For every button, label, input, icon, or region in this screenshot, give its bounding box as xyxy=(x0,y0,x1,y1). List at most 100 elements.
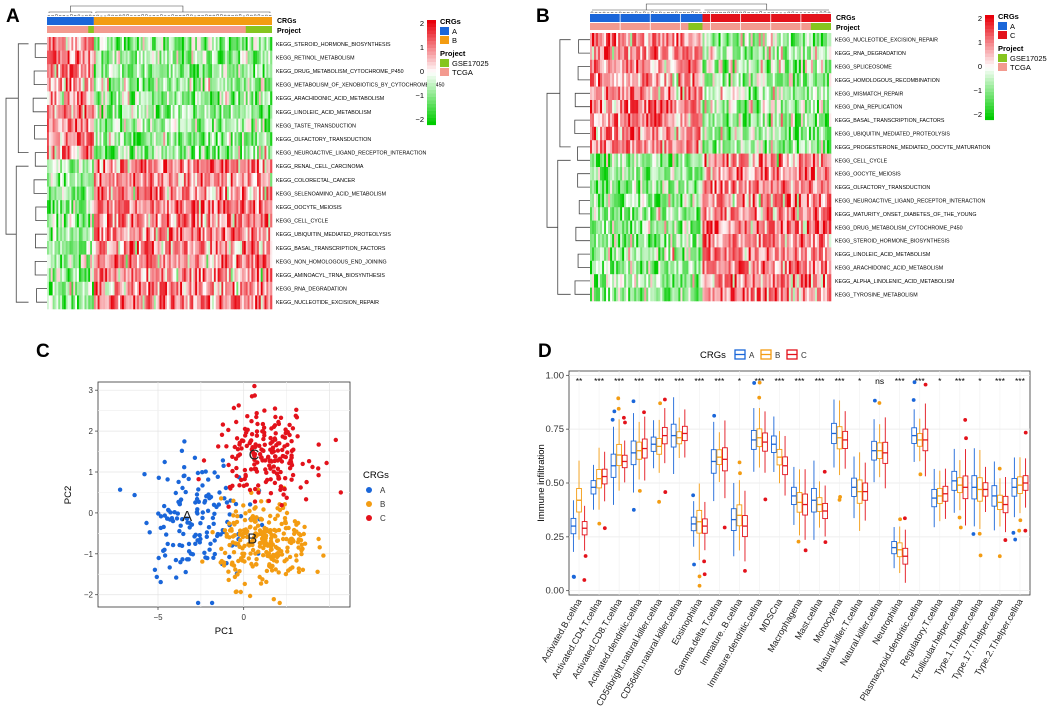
hmB-cell xyxy=(684,100,687,114)
hmB-cell xyxy=(604,59,607,74)
hmA-cell xyxy=(180,213,183,228)
hmB-cell xyxy=(734,153,737,168)
hmB-cell xyxy=(782,180,786,195)
hmB-cell xyxy=(810,274,814,288)
hmA-cell xyxy=(176,281,179,296)
hmB-cell xyxy=(606,140,609,154)
hmA-cell xyxy=(157,227,160,242)
hmB-col-dendro-link xyxy=(610,12,614,13)
hmB-cell xyxy=(748,113,751,128)
hmA-cell xyxy=(142,77,145,92)
hmB-cell xyxy=(720,193,723,208)
hmA-cell xyxy=(92,159,95,174)
hmB-cell xyxy=(772,193,776,208)
hmB-cell xyxy=(754,153,757,168)
hmA-cell xyxy=(206,227,209,242)
hmA-cell xyxy=(71,281,74,296)
hmB-cell xyxy=(636,220,639,235)
hmB-cell xyxy=(618,86,621,101)
hmA-cell xyxy=(204,77,207,92)
hmA-cell xyxy=(225,241,228,255)
hmB-cell xyxy=(752,167,755,181)
hmA-row-label: KEGG_NON_HOMOLOGOUS_END_JOINING xyxy=(276,259,387,265)
hmA-cell xyxy=(114,227,117,242)
hmA-cell xyxy=(206,64,209,79)
hmB-cell xyxy=(774,73,778,87)
hmA-cell xyxy=(163,77,166,92)
hmB-cell xyxy=(666,247,669,262)
hmA-cell xyxy=(268,200,271,215)
hmA-cell xyxy=(206,186,209,201)
hmB-cell xyxy=(822,207,826,221)
hmB-cell xyxy=(600,260,603,275)
hmB-cell xyxy=(634,33,637,47)
hmA-cell xyxy=(103,91,106,106)
hmB-cell xyxy=(742,46,745,61)
hmB-cell xyxy=(772,86,776,101)
hmB-cell xyxy=(704,180,707,195)
hmA-cell xyxy=(58,77,61,92)
hmA-cell xyxy=(167,91,170,106)
hmA-legend-scale-tick: −1 xyxy=(415,91,424,100)
hmB-cell xyxy=(702,33,705,47)
hmA-cell xyxy=(212,227,215,242)
hmA-cell xyxy=(168,118,172,133)
hmA-legend-scale-step xyxy=(427,65,436,70)
heatmap-a-row-labels: KEGG_STEROID_HORMONE_BIOSYNTHESISKEGG_RE… xyxy=(276,42,445,306)
hmA-cell xyxy=(103,145,106,160)
hmB-cell xyxy=(710,234,713,248)
hmA-cell xyxy=(155,50,158,65)
hmB-cell xyxy=(780,220,784,235)
hmB-cell xyxy=(814,46,818,61)
hmA-cell xyxy=(200,200,203,215)
hmA-cell xyxy=(178,268,181,283)
hmB-col-dendro-link xyxy=(719,11,722,13)
hmB-cell xyxy=(590,33,593,47)
hmB-cell xyxy=(650,73,653,87)
hmB-cell xyxy=(684,260,687,275)
hmA-cell xyxy=(142,118,145,133)
hmA-cell xyxy=(163,295,166,310)
hmA-cell xyxy=(217,159,220,174)
hmA-cell xyxy=(144,77,147,92)
hmA-cell xyxy=(178,200,181,215)
hmA-cell xyxy=(187,77,190,92)
hmB-cell xyxy=(740,140,743,154)
hmB-cell xyxy=(680,46,683,61)
hmB-cell xyxy=(596,153,599,168)
hmB-cell xyxy=(730,220,733,235)
hmA-cell xyxy=(60,132,63,147)
hmA-cell xyxy=(249,77,252,92)
hmB-cell xyxy=(704,207,707,221)
hmB-cell xyxy=(632,167,635,181)
hmA-cell xyxy=(268,91,271,106)
hmB-cell xyxy=(766,260,770,275)
hmA-cell xyxy=(82,132,85,147)
hmA-cell xyxy=(148,105,151,119)
hmA-cell xyxy=(172,173,175,187)
hmB-cell xyxy=(742,113,745,128)
hmA-cell xyxy=(84,145,87,160)
hmB-cell xyxy=(792,126,796,141)
hmA-cell xyxy=(50,91,53,106)
hmA-col-dendro-link xyxy=(265,14,268,16)
hmB-cell xyxy=(784,180,788,195)
hmB-cell xyxy=(618,153,621,168)
hmA-cell xyxy=(92,64,95,79)
hmA-cell xyxy=(266,159,269,174)
hmB-cell xyxy=(710,180,713,195)
hmA-cell xyxy=(129,118,132,133)
hmA-cell xyxy=(155,173,158,187)
hmA-cell xyxy=(157,186,160,201)
hmA-cell xyxy=(153,281,157,296)
hmA-cell xyxy=(264,91,267,106)
hmB-cell xyxy=(804,126,808,141)
hmA-cell xyxy=(71,64,74,79)
hmB-cell xyxy=(778,33,782,47)
hmB-cell xyxy=(750,33,753,47)
hmB-cell xyxy=(826,140,830,154)
hmA-cell xyxy=(108,173,112,187)
hmA-cell xyxy=(264,64,267,79)
hmA-cell xyxy=(215,268,218,283)
hmA-cell xyxy=(107,132,110,147)
